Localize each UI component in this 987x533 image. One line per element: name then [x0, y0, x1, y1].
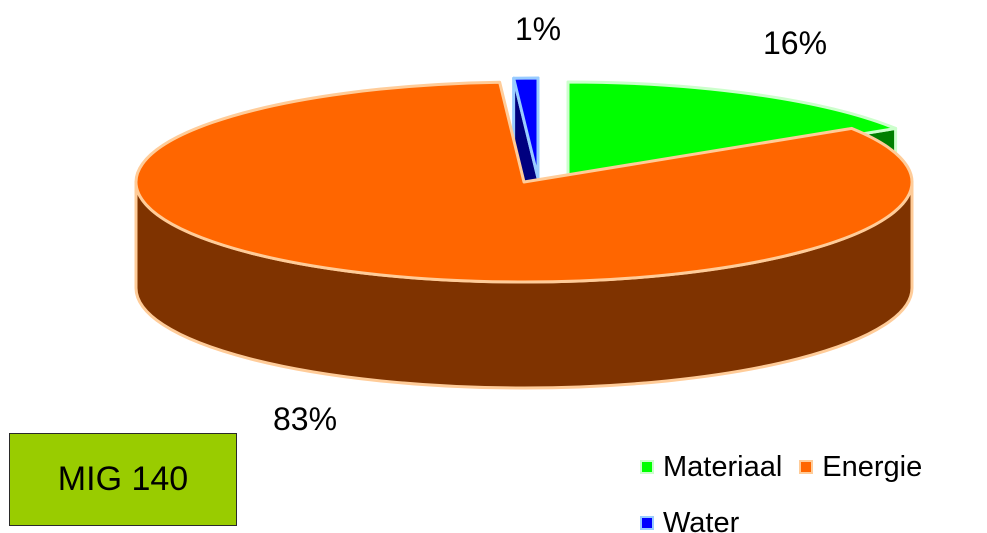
data-label-energie: 83% — [273, 401, 337, 437]
model-badge-text: MIG 140 — [57, 460, 189, 498]
legend-item-materiaal: Materiaal — [640, 451, 782, 484]
legend-item-energie: Energie — [799, 451, 922, 484]
legend-swatch-water — [640, 516, 654, 530]
pie-top-materiaal — [566, 80, 898, 184]
data-labels-group: 16% 83% 1% — [273, 11, 827, 437]
chart-legend: Materiaal Energie Water — [640, 447, 985, 533]
data-label-materiaal: 16% — [763, 25, 827, 61]
pie-top-water — [512, 76, 540, 180]
legend-item-water: Water — [640, 507, 739, 533]
data-label-water: 1% — [515, 11, 561, 47]
legend-label-water: Water — [663, 506, 740, 533]
legend-row: Water — [640, 503, 985, 533]
pie-slices-group — [134, 76, 914, 390]
model-badge: MIG 140 — [9, 433, 237, 526]
legend-row: Materiaal Energie — [640, 447, 985, 487]
pie-top-energie — [134, 80, 914, 284]
pie-slice-energie — [134, 80, 914, 390]
legend-label-materiaal: Materiaal — [663, 450, 783, 483]
legend-swatch-energie — [799, 460, 814, 474]
legend-swatch-materiaal — [640, 460, 654, 474]
legend-label-energie: Energie — [822, 450, 923, 483]
